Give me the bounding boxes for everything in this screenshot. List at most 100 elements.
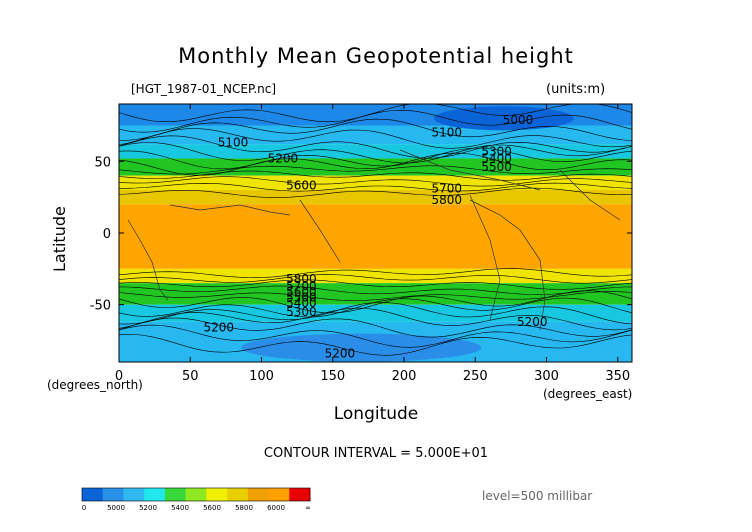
contour-line	[119, 317, 632, 338]
contour-line	[119, 176, 632, 187]
x-tick-label: 300	[534, 369, 559, 384]
contour-line	[119, 333, 632, 356]
contour-line	[119, 182, 632, 192]
colorbar-swatch	[185, 488, 207, 501]
colorbar-swatch	[144, 488, 166, 501]
colorbar-swatch	[247, 488, 270, 501]
low-pressure-region	[433, 106, 574, 131]
contour-label: 5200	[268, 151, 299, 165]
colorbar-swatch	[268, 488, 290, 501]
heat-band	[119, 268, 632, 284]
coastline	[299, 199, 341, 263]
coastline	[469, 194, 501, 321]
contour-line	[119, 307, 632, 331]
colorbar-swatch	[82, 488, 104, 501]
contour-line	[119, 274, 632, 284]
coastline	[469, 199, 546, 331]
heatmap-bands	[119, 104, 632, 362]
contour-label: 5600	[286, 179, 317, 193]
heat-band	[119, 190, 632, 205]
contour-label: 5500	[481, 160, 512, 174]
y-axis-unit-label: (degrees_north)	[47, 378, 143, 392]
colorbar-tick-label: 0	[82, 504, 86, 512]
heat-band	[119, 144, 632, 159]
colorbar-swatch	[227, 488, 249, 501]
coastline	[127, 219, 169, 301]
y-tick-label: -50	[90, 299, 111, 314]
colorbar-swatch	[164, 488, 187, 501]
contour-label: 5400	[481, 151, 512, 165]
units-label: (units:m)	[546, 82, 606, 97]
colorbar-tick-label: ∞	[305, 504, 311, 512]
chart-title: Monthly Mean Geopotential height	[178, 44, 574, 68]
coastline	[559, 169, 621, 221]
contour-line	[119, 152, 632, 176]
contour-label: 5200	[203, 321, 234, 335]
contour-label: 5300	[286, 305, 317, 319]
colorbar-swatch	[123, 488, 145, 501]
colorbar-swatch	[206, 488, 228, 501]
colorbar-tick-label: 5400	[171, 504, 189, 512]
contour-label: 5800	[286, 272, 317, 286]
contour-labels: 5100520056005100500053005400550057005800…	[203, 113, 547, 361]
contour-label: 5200	[325, 346, 356, 360]
level-label: level=500 millibar	[482, 489, 593, 503]
contour-label: 5800	[431, 193, 462, 207]
contour-line	[119, 290, 632, 314]
contour-line	[119, 187, 632, 198]
contour-label: 5200	[517, 315, 548, 329]
contour-line	[119, 302, 632, 325]
y-tick-label: 50	[94, 155, 111, 170]
colorbar: 0 5000 5200 5400 5600 5800 6000 ∞	[81, 487, 311, 512]
x-tick-label: 200	[392, 369, 417, 384]
colorbar-swatch	[289, 488, 311, 501]
contour-line	[119, 279, 632, 290]
contour-label: 5700	[431, 182, 462, 196]
x-tick-label: 350	[605, 369, 630, 384]
contour-line	[119, 170, 632, 181]
contour-label: 5700	[286, 279, 317, 293]
x-tick-label: 250	[463, 369, 488, 384]
colorbar-tick-label: 6000	[267, 504, 285, 512]
y-tick-label: 0	[103, 227, 111, 242]
x-tick-label: 0	[115, 369, 123, 384]
x-axis-label: Longitude	[333, 404, 419, 424]
contour-line	[119, 135, 632, 159]
contour-line	[119, 147, 632, 170]
contour-line	[119, 109, 632, 133]
colorbar-tick-label: 5000	[107, 504, 125, 512]
contour-line	[119, 118, 632, 141]
contour-line	[119, 165, 632, 175]
contour-label: 5000	[503, 113, 534, 127]
colorbar-tick-label: 5800	[235, 504, 253, 512]
low-pressure-region	[241, 333, 482, 362]
contour-label: 5300	[481, 144, 512, 158]
contour-label: 5400	[286, 296, 317, 310]
x-tick-label: 100	[249, 369, 274, 384]
axes: 0 50 100 150 200 250 300 350 50 0 -50	[90, 104, 632, 384]
x-axis-unit-label: (degrees_east)	[543, 387, 633, 401]
contour-line	[119, 324, 632, 348]
colorbar-tick-label: 5600	[203, 504, 221, 512]
heat-band	[119, 204, 632, 269]
contour-label: 5100	[431, 126, 462, 140]
file-name-label: [HGT_1987-01_NCEP.nc]	[131, 82, 277, 96]
contour-line	[119, 142, 632, 164]
heat-band	[119, 158, 632, 176]
contour-line	[119, 128, 632, 149]
contour-label: 5100	[218, 136, 249, 150]
contour-label: 5600	[286, 285, 317, 299]
contour-label: 5500	[286, 291, 317, 305]
contour-line	[119, 268, 632, 279]
contour-features	[119, 104, 632, 362]
contour-line	[119, 285, 632, 296]
colorbar-swatch	[102, 488, 124, 501]
colorbar-frame	[81, 487, 311, 502]
x-tick-label: 50	[182, 369, 199, 384]
x-tick-label: 150	[320, 369, 345, 384]
coastline	[169, 204, 291, 216]
coastline	[399, 149, 541, 191]
colorbar-tick-label: 5200	[139, 504, 157, 512]
contour-interval-label: CONTOUR INTERVAL = 5.000E+01	[263, 446, 489, 461]
